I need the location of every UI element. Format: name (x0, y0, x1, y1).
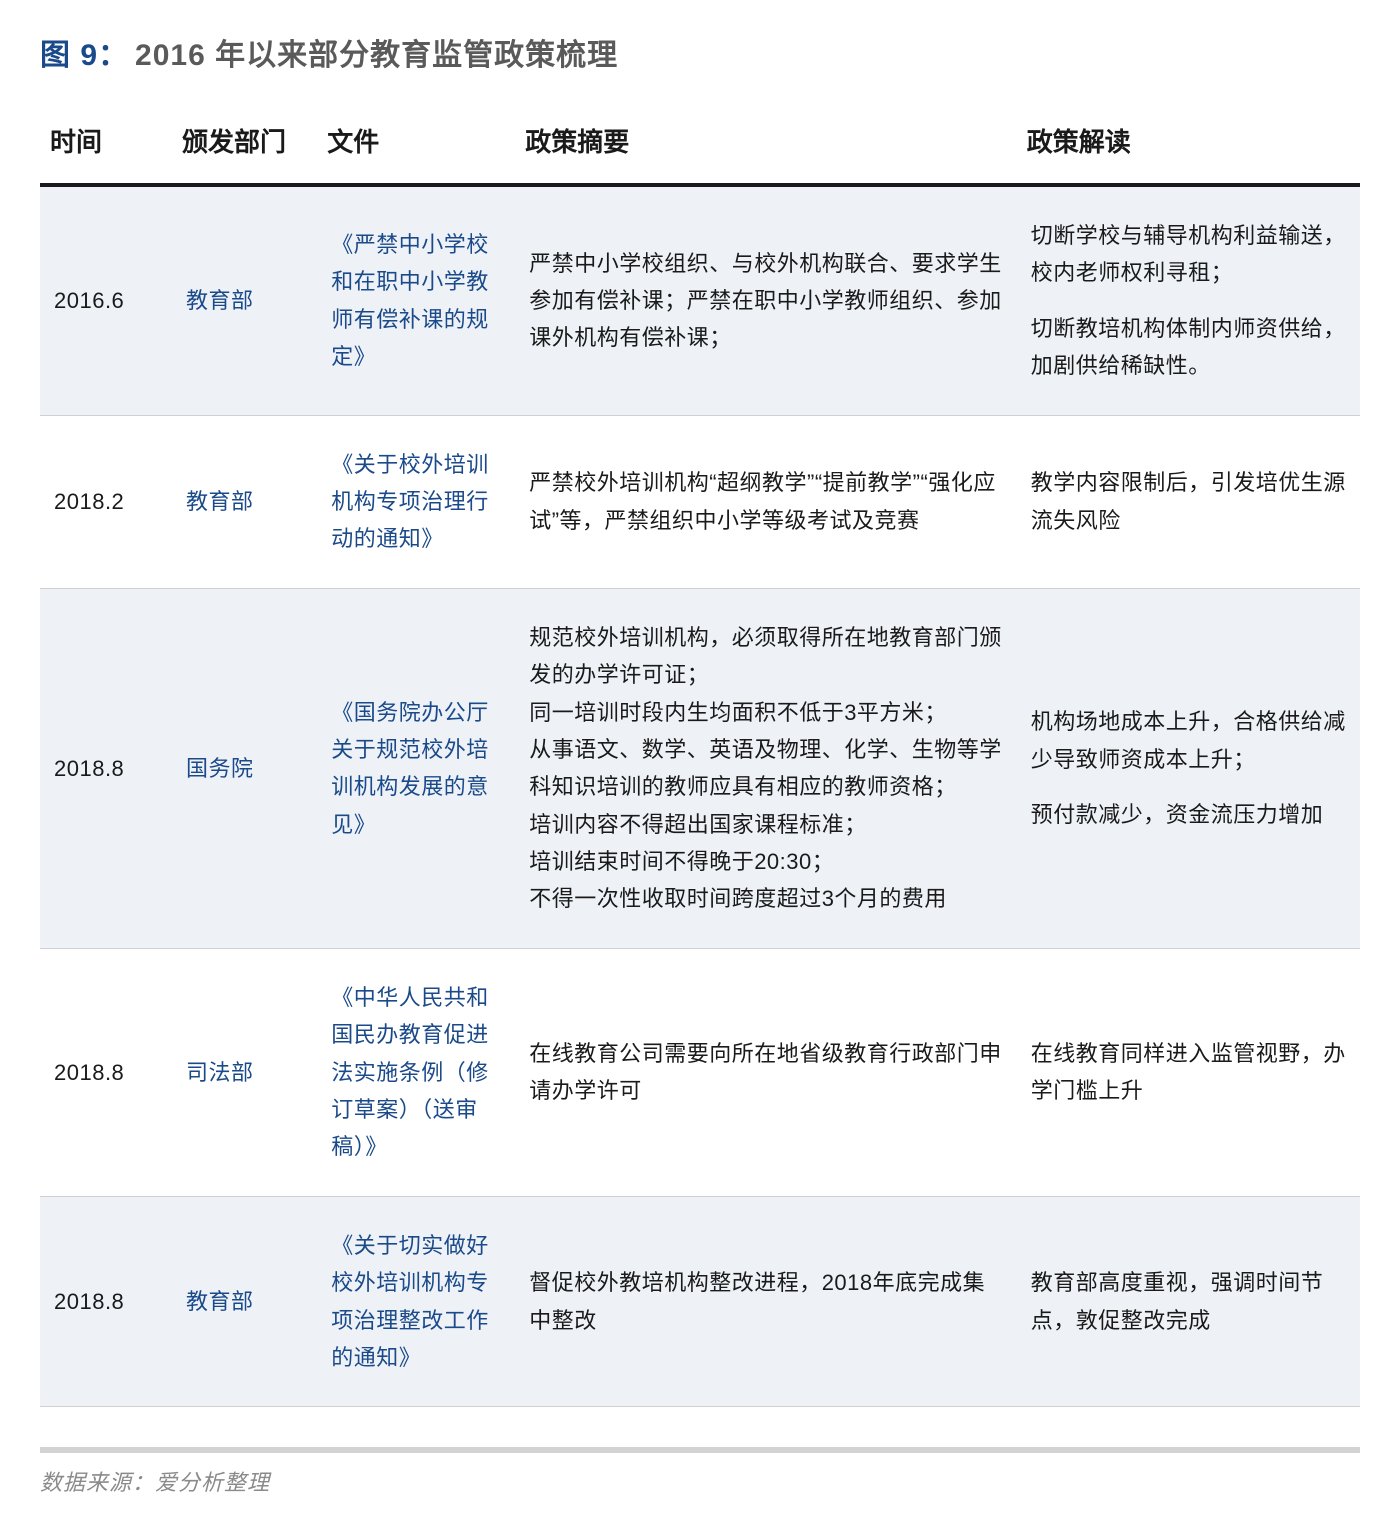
cell-date: 2018.8 (40, 588, 172, 948)
cell-department: 教育部 (172, 415, 317, 588)
cell-summary: 严禁中小学校组织、与校外机构联合、要求学生参加有偿补课；严禁在职中小学教师组织、… (515, 185, 1017, 415)
table-row: 2018.8国务院《国务院办公厅关于规范校外培训机构发展的意见》规范校外培训机构… (40, 588, 1360, 948)
cell-summary: 规范校外培训机构，必须取得所在地教育部门颁发的办学许可证；同一培训时段内生均面积… (515, 588, 1017, 948)
cell-summary: 在线教育公司需要向所在地省级教育行政部门申请办学许可 (515, 948, 1017, 1196)
cell-date: 2018.8 (40, 948, 172, 1196)
table-row: 2018.2教育部《关于校外培训机构专项治理行动的通知》严禁校外培训机构“超纲教… (40, 415, 1360, 588)
figure-title: 图 9：2016 年以来部分教育监管政策梳理 (40, 30, 1360, 74)
cell-document: 《关于校外培训机构专项治理行动的通知》 (317, 415, 515, 588)
cell-department: 司法部 (172, 948, 317, 1196)
column-header-department: 颁发部门 (172, 104, 317, 185)
column-header-document: 文件 (317, 104, 515, 185)
policy-table: 时间颁发部门文件政策摘要政策解读 2016.6教育部《严禁中小学校和在职中小学教… (40, 104, 1360, 1407)
cell-summary: 督促校外教培机构整改进程，2018年底完成集中整改 (515, 1196, 1017, 1407)
cell-department: 教育部 (172, 185, 317, 415)
cell-document: 《国务院办公厅关于规范校外培训机构发展的意见》 (317, 588, 515, 948)
cell-interpretation: 教学内容限制后，引发培优生源流失风险 (1017, 415, 1360, 588)
table-header: 时间颁发部门文件政策摘要政策解读 (40, 104, 1360, 185)
cell-date: 2018.2 (40, 415, 172, 588)
table-row: 2018.8司法部《中华人民共和国民办教育促进法实施条例（修订草案）（送审稿）》… (40, 948, 1360, 1196)
source-divider: 数据来源：爱分析整理 (40, 1447, 1360, 1497)
figure-label: 图 9： (40, 39, 129, 72)
cell-interpretation: 在线教育同样进入监管视野，办学门槛上升 (1017, 948, 1360, 1196)
cell-summary: 严禁校外培训机构“超纲教学”“提前教学”“强化应试”等，严禁组织中小学等级考试及… (515, 415, 1017, 588)
table-body: 2016.6教育部《严禁中小学校和在职中小学教师有偿补课的规定》严禁中小学校组织… (40, 185, 1360, 1407)
cell-interpretation: 切断学校与辅导机构利益输送，校内老师权利寻租；切断教培机构体制内师资供给，加剧供… (1017, 185, 1360, 415)
cell-date: 2016.6 (40, 185, 172, 415)
cell-date: 2018.8 (40, 1196, 172, 1407)
source-note: 数据来源：爱分析整理 (40, 1465, 1360, 1497)
cell-interpretation: 机构场地成本上升，合格供给减少导致师资成本上升；预付款减少，资金流压力增加 (1017, 588, 1360, 948)
column-header-date: 时间 (40, 104, 172, 185)
cell-document: 《中华人民共和国民办教育促进法实施条例（修订草案）（送审稿）》 (317, 948, 515, 1196)
cell-document: 《严禁中小学校和在职中小学教师有偿补课的规定》 (317, 185, 515, 415)
column-header-interpretation: 政策解读 (1017, 104, 1360, 185)
cell-document: 《关于切实做好校外培训机构专项治理整改工作的通知》 (317, 1196, 515, 1407)
table-row: 2016.6教育部《严禁中小学校和在职中小学教师有偿补课的规定》严禁中小学校组织… (40, 185, 1360, 415)
cell-department: 国务院 (172, 588, 317, 948)
column-header-summary: 政策摘要 (515, 104, 1017, 185)
table-row: 2018.8教育部《关于切实做好校外培训机构专项治理整改工作的通知》督促校外教培… (40, 1196, 1360, 1407)
cell-department: 教育部 (172, 1196, 317, 1407)
figure-caption: 2016 年以来部分教育监管政策梳理 (135, 39, 618, 72)
cell-interpretation: 教育部高度重视，强调时间节点，敦促整改完成 (1017, 1196, 1360, 1407)
